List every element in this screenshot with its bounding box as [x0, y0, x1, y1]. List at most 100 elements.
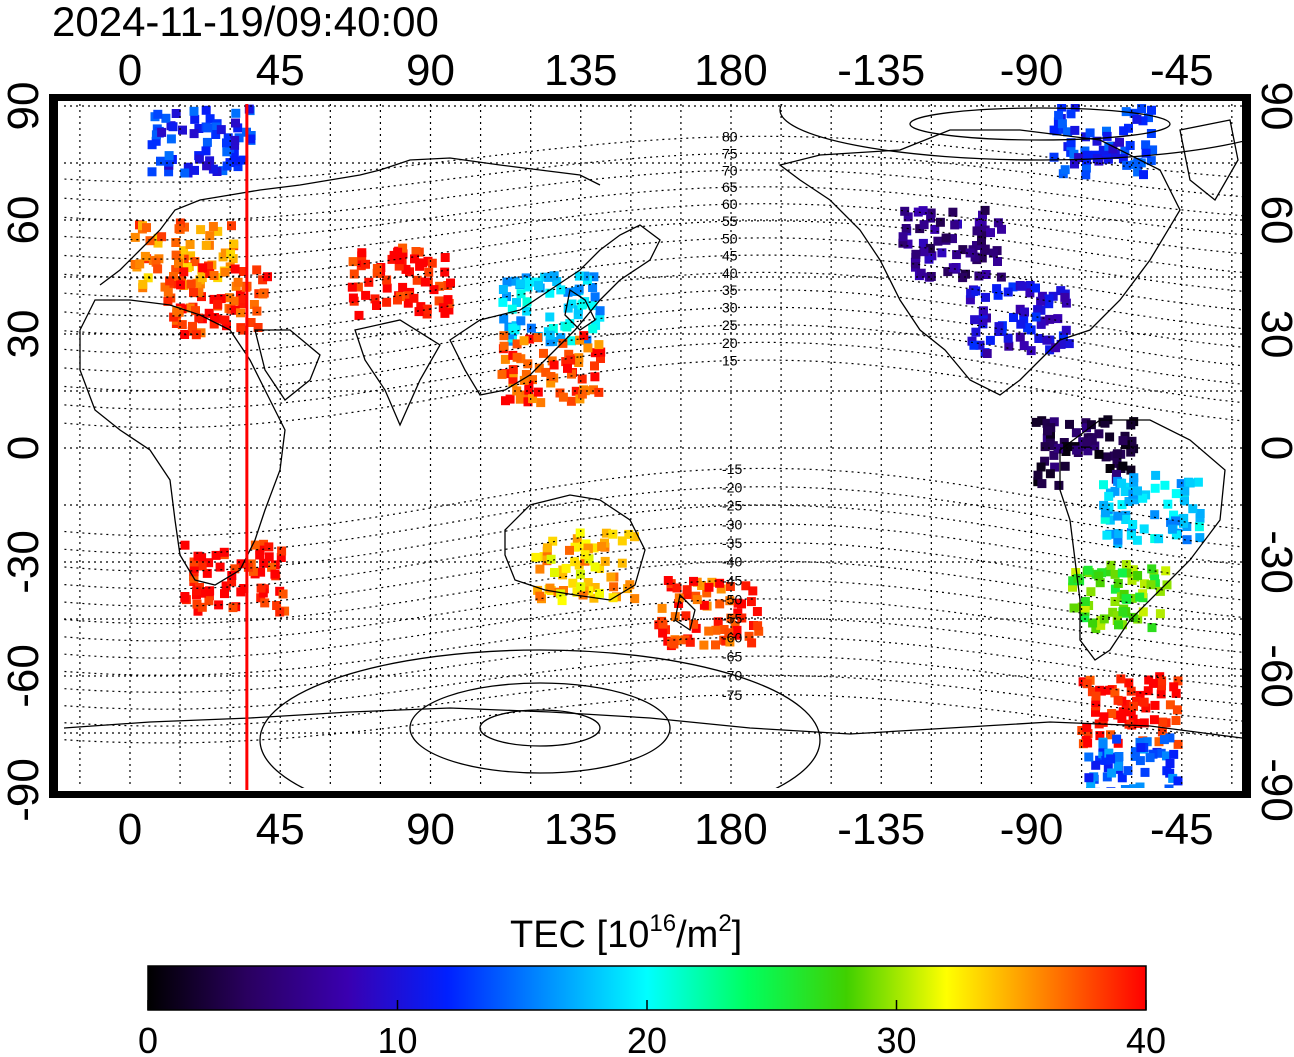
- colorbar-title-exp2: 2: [718, 910, 731, 937]
- tec-cell: [1171, 489, 1181, 499]
- tec-cell: [689, 619, 699, 629]
- coast-arabia: [254, 329, 321, 401]
- tec-cell: [657, 603, 667, 613]
- maglat-label: 65: [722, 179, 738, 195]
- tec-cell: [239, 155, 249, 165]
- tec-cell: [1147, 564, 1157, 574]
- tec-cell: [1070, 159, 1079, 169]
- tec-cell: [1020, 307, 1029, 317]
- tec-cell: [205, 156, 215, 166]
- tec-cell: [1019, 341, 1029, 351]
- tec-cell: [1102, 126, 1111, 136]
- tec-cell: [179, 246, 189, 256]
- tec-cell: [1194, 522, 1204, 532]
- tec-cell: [177, 320, 187, 330]
- maglat-contour: [64, 135, 1242, 183]
- tec-cell: [1088, 618, 1098, 628]
- tec-cell: [753, 621, 763, 631]
- tec-cell: [198, 263, 208, 273]
- tec-cell: [1103, 763, 1113, 773]
- maglat-label: -20: [722, 479, 742, 495]
- x-tick-label-bottom: 45: [256, 805, 305, 854]
- tec-cell: [1091, 707, 1100, 717]
- tec-cell: [201, 105, 211, 115]
- tec-cell: [499, 314, 509, 324]
- x-tick-label-top: -135: [837, 46, 925, 95]
- tec-cell: [588, 283, 598, 292]
- tec-cell: [202, 161, 212, 171]
- tec-cell: [252, 265, 262, 275]
- tec-cell: [1105, 464, 1115, 473]
- tec-cell: [971, 327, 981, 337]
- tec-cell: [1034, 334, 1044, 343]
- tec-cell: [498, 297, 508, 307]
- tec-cell: [1162, 580, 1172, 590]
- tec-cell: [1082, 423, 1091, 433]
- tec-cell: [228, 603, 238, 613]
- tec-cell: [233, 123, 243, 133]
- x-tick-label-bottom: -90: [1000, 805, 1064, 854]
- tec-cell: [948, 263, 958, 273]
- tec-cell: [1132, 535, 1142, 545]
- tec-cell: [1037, 291, 1047, 301]
- tec-cell: [1193, 477, 1203, 487]
- maglat-label: 70: [722, 162, 738, 178]
- tec-cell: [410, 254, 419, 264]
- tec-cell: [1133, 167, 1143, 177]
- tec-cell: [1101, 452, 1111, 462]
- tec-cell: [933, 236, 943, 246]
- tec-cell: [180, 592, 190, 601]
- tec-cell: [1092, 136, 1102, 146]
- tec-cell: [935, 217, 945, 227]
- tec-cell: [1091, 787, 1100, 788]
- tec-cell: [589, 543, 599, 553]
- tec-cell: [246, 134, 256, 144]
- tec-cell: [1118, 154, 1128, 164]
- tec-cell: [1108, 607, 1118, 617]
- tec-cell: [230, 135, 240, 145]
- tec-cell: [504, 330, 514, 340]
- tec-cell: [157, 232, 167, 242]
- tec-cell: [1094, 449, 1104, 459]
- tec-cell: [1091, 760, 1101, 770]
- timestamp-title: 2024-11-19/09:40:00: [52, 0, 439, 45]
- tec-cell: [919, 220, 929, 230]
- tec-cell: [143, 273, 153, 283]
- tec-cell: [1099, 712, 1109, 722]
- tec-cell: [1084, 752, 1094, 762]
- tec-cell: [1110, 150, 1120, 159]
- coast-antarctica: [64, 707, 1242, 739]
- tec-cell: [264, 542, 274, 552]
- tec-cell: [1080, 613, 1090, 623]
- tec-cell: [732, 630, 742, 640]
- tec-cell: [1165, 768, 1175, 778]
- tec-cell: [357, 248, 367, 258]
- tec-cell: [523, 277, 533, 287]
- tec-cell: [1195, 509, 1205, 518]
- tec-cell: [1126, 686, 1136, 696]
- tec-cell: [1118, 461, 1128, 471]
- tec-cell: [1114, 756, 1124, 766]
- tec-cell: [1179, 518, 1188, 528]
- tec-cell: [161, 113, 171, 123]
- tec-cell: [1090, 441, 1100, 451]
- tec-cell: [561, 357, 571, 367]
- tec-cell: [1036, 462, 1046, 472]
- coast-europe: [99, 157, 601, 286]
- tec-cell: [630, 594, 640, 604]
- tec-cell: [986, 228, 995, 238]
- tec-cell: [1080, 603, 1090, 613]
- tec-cell: [438, 303, 448, 313]
- tec-cell: [1033, 470, 1043, 480]
- tec-cell: [524, 385, 534, 395]
- tec-cell: [1142, 737, 1152, 747]
- tec-cell: [227, 577, 237, 587]
- tec-cell: [404, 291, 414, 301]
- tec-cell: [193, 551, 203, 561]
- colorbar-title: TEC [1016/m2]: [510, 910, 742, 956]
- y-tick-label-left: -60: [0, 644, 48, 708]
- tec-cell: [926, 272, 936, 281]
- tec-cell: [617, 536, 627, 546]
- tec-cell: [1104, 491, 1114, 501]
- tec-cell: [211, 130, 221, 139]
